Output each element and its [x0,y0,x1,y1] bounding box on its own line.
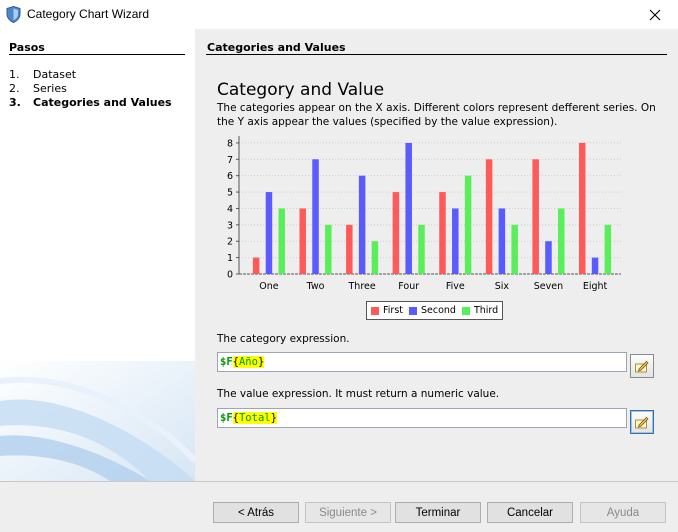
chart-bar-second-six [498,208,506,274]
chart-y-tick-label: 3 [227,220,233,231]
pencil-edit-icon [635,416,649,429]
chart-bar-third-seven [558,208,565,274]
close-button[interactable] [632,0,678,29]
finish-button[interactable]: Terminar [395,502,481,523]
chart-x-tick-label: Six [495,281,510,292]
title-bar: Category Chart Wizard [0,0,678,29]
chart-bar-first-five [439,192,446,274]
step-dataset: 1. Dataset [9,68,77,81]
chart-bar-first-eight [578,142,586,274]
chart-bar-second-five [452,208,459,274]
wizard-swoosh-graphic [0,361,195,481]
panel-divider [206,54,667,55]
chart-bar-third-two [325,224,332,274]
chart-y-tick-label: 7 [227,155,233,166]
chart-y-tick-label: 5 [227,188,233,199]
section-description: The categories appear on the X axis. Dif… [217,102,656,128]
next-button[interactable]: Siguiente > [305,502,391,523]
chart-x-tick-label: Five [446,281,465,292]
window-title: Category Chart Wizard [27,7,150,21]
steps-title: Pasos [9,41,45,54]
step-series: 2. Series [9,82,67,95]
chart-bar-third-six [511,224,518,274]
edit-category-expression-button[interactable] [630,354,654,378]
chart-x-tick-label: Four [398,281,419,292]
chart-bar-second-four [405,142,412,274]
chart-y-tick-label: 6 [227,171,233,182]
cancel-button[interactable]: Cancelar [487,502,573,523]
chart-y-tick-label: 0 [227,270,233,281]
chart-y-tick-label: 8 [227,138,233,149]
chart-bar-second-seven [545,241,552,274]
value-expression-field[interactable]: $F{Total} [217,408,627,428]
chart-x-tick-label: Seven [534,281,563,292]
chart-bar-first-seven [532,159,539,274]
help-button[interactable]: Ayuda [580,502,666,523]
close-icon [649,9,661,20]
chart-x-tick-label: Three [348,281,376,292]
steps-panel: Pasos 1. Dataset 2. Series 3. Categories an… [0,29,195,481]
legend-swatch-third [461,306,470,315]
legend-item-third: Third [461,305,498,316]
chart-x-tick-label: Eight [583,281,608,292]
chart-bar-second-eight [591,257,599,274]
chart-y-tick-label: 1 [227,253,233,264]
chart-bar-third-one [278,208,286,274]
steps-list: 1. Dataset 2. Series 3. Categories and Valu… [9,68,172,110]
category-bar-chart: 0 1 2 3 4 5 6 7 8 One Two Three Four Five Six Seven Eigh… [227,136,621,292]
legend-item-second: Second [409,305,456,316]
step-categories-and-values: 3. Categories and Values [9,96,172,109]
legend-item-first: First [371,305,403,316]
back-button[interactable]: < Atrás [213,502,299,523]
chart-bar-first-six [485,159,493,274]
chart-x-tick-label: Two [306,281,325,292]
panel-title: Categories and Values [207,41,346,54]
category-expression-label: The category expression. [217,333,350,345]
chart-bar-first-one [252,257,260,274]
chart-y-tick-label: 2 [227,237,233,248]
chart-bar-third-five [464,175,472,274]
chart-bar-third-four [418,224,425,274]
chart-bar-second-two [312,159,319,274]
legend-swatch-first [371,306,379,315]
pencil-edit-icon [635,360,649,373]
section-heading: Category and Value [217,80,385,100]
chart-bar-second-three [358,175,366,274]
content-panel: Categories and Values Category and Value… [195,29,678,481]
chart-bar-second-one [265,192,273,274]
chart-bar-third-eight [604,224,612,274]
chart-bar-first-three [346,224,353,274]
edit-value-expression-button[interactable] [630,410,654,434]
steps-divider [9,54,185,55]
chart-bar-first-two [299,208,306,274]
category-expression-field[interactable]: $F{Año} [217,352,627,372]
chart-bar-third-three [371,241,379,274]
document-shield-icon [6,6,21,23]
chart-legend: First Second Third [366,301,504,320]
wizard-button-bar: < Atrás Siguiente > Terminar Cancelar Ay… [0,481,678,532]
chart-y-tick-label: 4 [227,204,233,215]
legend-swatch-second [409,306,417,315]
value-expression-label: The value expression. It must return a n… [217,388,500,400]
chart-x-tick-label: One [259,281,278,292]
chart-bar-first-four [392,192,400,274]
